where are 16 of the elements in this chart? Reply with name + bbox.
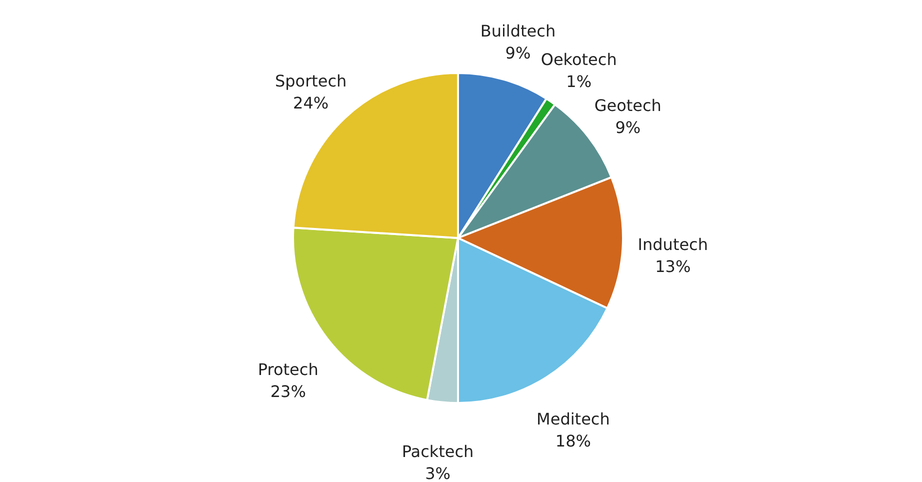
data-label: 3% — [425, 464, 450, 482]
data-label: 24% — [293, 93, 329, 112]
data-label: 9% — [615, 118, 641, 138]
slice-label: Geotech — [594, 96, 662, 116]
slice-label: Meditech — [536, 410, 610, 429]
slice-label: Buildtech — [480, 22, 556, 41]
slice-label: Protech — [258, 360, 318, 379]
data-label: 23% — [270, 382, 306, 401]
slice-label: Packtech — [402, 442, 474, 462]
data-label: 1% — [566, 72, 592, 92]
slice-label: Indutech — [638, 234, 708, 254]
data-label: 9% — [505, 44, 531, 63]
slice-label: Oekotech — [540, 50, 617, 70]
data-label: 13% — [655, 256, 691, 276]
data-label: 18% — [555, 432, 591, 451]
slice-label: Sportech — [274, 71, 347, 90]
